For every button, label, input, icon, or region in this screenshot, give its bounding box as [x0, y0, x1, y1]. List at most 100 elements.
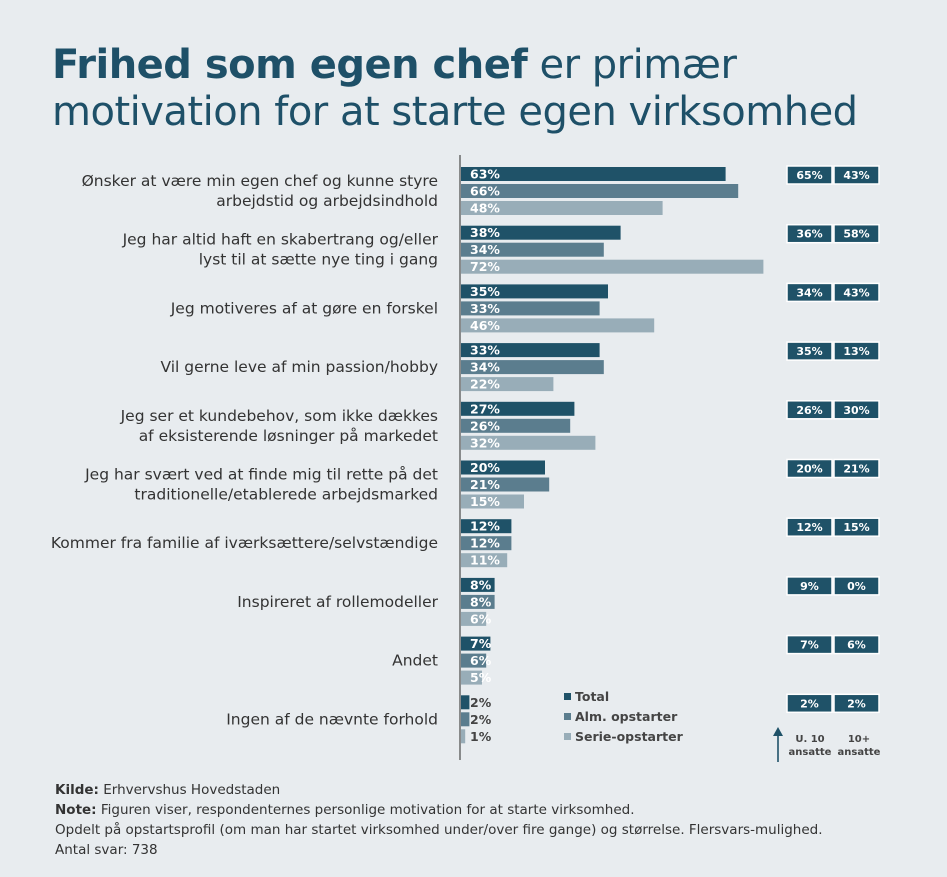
- size-box: [833, 282, 880, 303]
- bar-total: [461, 519, 512, 534]
- legend-swatch: [564, 713, 571, 720]
- legend-swatch: [564, 693, 571, 700]
- bar-alm-opstarter: [461, 653, 487, 668]
- category-label: Jeg har svært ved at finde mig til rette…: [84, 466, 438, 504]
- title-rest: er primær: [527, 42, 737, 88]
- size-box-value: 35%: [796, 345, 822, 358]
- size-box-value: 30%: [843, 404, 869, 417]
- category-label-line: Kommer fra familie af iværksættere/selvs…: [51, 534, 438, 552]
- size-box-value: 6%: [847, 639, 866, 652]
- category-label-line: Jeg har svært ved at finde mig til rette…: [84, 466, 438, 484]
- size-box: [833, 693, 880, 714]
- bar-value-label: 12%: [470, 519, 500, 534]
- legend-swatch: [564, 733, 571, 740]
- category-label: Vil gerne leve af min passion/hobby: [160, 358, 438, 376]
- size-box-value: 43%: [843, 286, 869, 299]
- bar-value-label: 72%: [470, 259, 500, 274]
- bar-value-label: 34%: [470, 242, 500, 257]
- bar-serie-opstarter: [461, 318, 655, 333]
- bar-alm-opstarter: [461, 242, 604, 257]
- category-label-line: Ønsker at være min egen chef og kunne st…: [82, 172, 438, 190]
- bar-value-label: 33%: [470, 301, 500, 316]
- bar-alm-opstarter: [461, 184, 739, 198]
- bar-value-label: 12%: [470, 536, 500, 551]
- size-box-value: 26%: [796, 404, 822, 417]
- bar-value-label: 7%: [470, 636, 492, 651]
- bar-alm-opstarter: [461, 536, 512, 551]
- category-label: Ønsker at være min egen chef og kunne st…: [82, 172, 438, 210]
- size-column-label: 10+: [848, 734, 870, 745]
- size-box-value: 7%: [800, 639, 819, 652]
- title-line2: motivation for at starte egen virksomhed: [52, 89, 858, 135]
- category-label: Inspireret af rollemodeller: [237, 593, 438, 611]
- size-box-value: 36%: [796, 228, 822, 241]
- size-column-label: ansatte: [838, 747, 881, 758]
- bar-serie-opstarter: [461, 670, 482, 685]
- size-box: [786, 400, 833, 420]
- size-box: [786, 517, 833, 537]
- size-box-value: 13%: [843, 345, 869, 358]
- bar-value-label: 8%: [470, 594, 492, 609]
- note-label: Note:: [55, 802, 97, 818]
- note-line-3: Opdelt på opstartsprofil (om man har sta…: [55, 822, 823, 838]
- bar-alm-opstarter: [461, 360, 604, 375]
- bars: 63% 66% 48% 38% 34% 72% 35% 33% 46% 33% 34% 22% 27% 2…: [461, 167, 764, 744]
- footer: Kilde: Erhvervshus Hovedstaden Note: Fig…: [55, 780, 823, 860]
- size-box-value: 0%: [847, 580, 866, 593]
- bar-value-label: 48%: [470, 201, 500, 216]
- size-box: [786, 223, 833, 244]
- size-boxes: 65% 43% 36% 58% 34% 43% 35% 13% 26% 30% 20% 21% 12% 1…: [786, 165, 880, 714]
- arrow-up-icon-head: [773, 727, 783, 736]
- size-box: [833, 341, 880, 361]
- bar-value-label: 2%: [470, 695, 492, 710]
- bar-total: [461, 401, 575, 416]
- bar-value-label: 27%: [470, 401, 500, 416]
- source-line: Kilde: Erhvervshus Hovedstaden: [55, 780, 823, 800]
- bar-alm-opstarter: [461, 712, 470, 727]
- size-box: [833, 634, 880, 655]
- bar-serie-opstarter: [461, 435, 596, 450]
- chart-title: Frihed som egen chef er primær motivatio…: [52, 42, 858, 136]
- title-bold: Frihed som egen chef: [52, 42, 528, 88]
- category-label-line: Inspireret af rollemodeller: [237, 593, 438, 611]
- bar-alm-opstarter: [461, 418, 571, 433]
- category-label-line: Vil gerne leve af min passion/hobby: [160, 358, 438, 376]
- bar-value-label: 8%: [470, 577, 492, 592]
- bar-alm-opstarter: [461, 594, 495, 609]
- category-label-line: Ingen af de nævnte forhold: [226, 710, 438, 728]
- size-box-value: 65%: [796, 169, 822, 182]
- category-label-line: Jeg har altid haft en skabertrang og/ell…: [122, 231, 439, 249]
- size-box: [833, 458, 880, 479]
- category-label-line: af eksisterende løsninger på markedet: [139, 427, 438, 445]
- size-box: [786, 341, 833, 361]
- size-box: [833, 400, 880, 420]
- category-label-line: traditionelle/etablerede arbejdsmarked: [134, 486, 438, 504]
- size-box-value: 12%: [796, 521, 822, 534]
- category-label-line: Jeg motiveres af at gøre en forskel: [170, 299, 438, 317]
- category-label: Andet: [392, 652, 438, 670]
- bar-value-label: 5%: [470, 670, 492, 685]
- bar-serie-opstarter: [461, 494, 524, 509]
- bar-total: [461, 167, 726, 181]
- size-column-headers: U. 10 ansatte 10+ ansatte: [773, 727, 881, 762]
- note-text: Figuren viser, respondenternes personlig…: [96, 802, 635, 818]
- bar-total: [461, 695, 470, 710]
- legend-item: Serie-opstarter: [575, 729, 684, 744]
- bar-value-label: 20%: [470, 460, 500, 475]
- size-box-value: 43%: [843, 169, 869, 182]
- bar-serie-opstarter: [461, 553, 508, 568]
- bar-alm-opstarter: [461, 477, 550, 492]
- source-text: Erhvervshus Hovedstaden: [98, 782, 281, 798]
- bar-value-label: 34%: [470, 360, 500, 375]
- size-box: [786, 576, 833, 596]
- bar-serie-opstarter: [461, 611, 487, 626]
- category-label-line: Jeg ser et kundebehov, som ikke dækkes: [120, 407, 438, 425]
- category-label: Jeg motiveres af at gøre en forskel: [170, 299, 438, 317]
- category-label: Kommer fra familie af iværksættere/selvs…: [51, 534, 438, 552]
- bar-serie-opstarter: [461, 259, 764, 274]
- size-column-label: U. 10: [795, 734, 824, 745]
- bar-value-label: 22%: [470, 377, 500, 392]
- size-box: [786, 165, 833, 185]
- bar-total: [461, 577, 495, 592]
